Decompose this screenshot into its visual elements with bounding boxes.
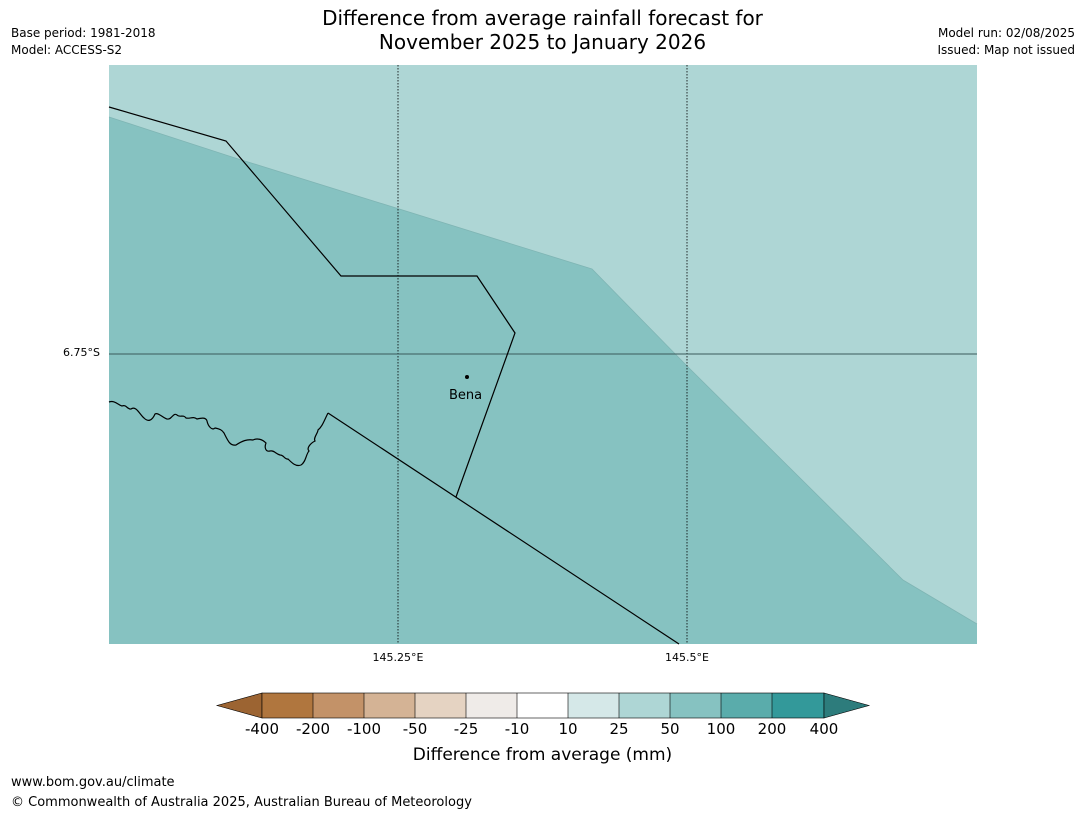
colorbar-tick: 400 bbox=[809, 720, 839, 738]
colorbar-dividers bbox=[312, 693, 773, 718]
colorbar-cell-10 bbox=[772, 693, 824, 718]
colorbar-cell-7 bbox=[619, 693, 670, 718]
colorbar-cell-3 bbox=[415, 693, 466, 718]
colorbar-tick: 25 bbox=[609, 720, 629, 738]
colorbar-cell-6 bbox=[568, 693, 619, 718]
issued-status: Issued: Map not issued bbox=[937, 43, 1075, 57]
colorbar-tick: -10 bbox=[504, 720, 530, 738]
colorbar-cell-9 bbox=[721, 693, 772, 718]
map-title: Difference from average rainfall forecas… bbox=[0, 6, 1085, 54]
colorbar-tick: -100 bbox=[346, 720, 382, 738]
colorbar-cell-2 bbox=[364, 693, 415, 718]
meta-left: Base period: 1981-2018 Model: ACCESS-S2 bbox=[11, 25, 156, 59]
lon-label-145-25: 145.25°E bbox=[372, 651, 424, 664]
colorbar-tick: -200 bbox=[295, 720, 331, 738]
colorbar-tick: -25 bbox=[453, 720, 479, 738]
colorbar-tick: 200 bbox=[757, 720, 787, 738]
lat-label: 6.75°S bbox=[63, 346, 100, 359]
meta-right: Model run: 02/08/2025 Issued: Map not is… bbox=[937, 25, 1075, 59]
region-boundary bbox=[108, 116, 978, 625]
region-medium bbox=[109, 117, 977, 644]
colorbar-tick: 50 bbox=[660, 720, 680, 738]
colorbar-cell-5 bbox=[517, 693, 568, 718]
base-period: Base period: 1981-2018 bbox=[11, 26, 156, 40]
colorbar-tick: -50 bbox=[402, 720, 428, 738]
place-label-bena: Bena bbox=[449, 388, 483, 403]
model-name: Model: ACCESS-S2 bbox=[11, 43, 123, 57]
colorbar-tick: -400 bbox=[244, 720, 280, 738]
lon-label-145-5: 145.5°E bbox=[665, 651, 709, 664]
colorbar-cell-0 bbox=[262, 693, 313, 718]
colorbar-cell-4 bbox=[466, 693, 517, 718]
province-border bbox=[108, 106, 516, 498]
colorbar-tick: 100 bbox=[706, 720, 736, 738]
title-line-1: Difference from average rainfall forecas… bbox=[322, 6, 763, 30]
colorbar-tick: 10 bbox=[558, 720, 578, 738]
footer-url[interactable]: www.bom.gov.au/climate bbox=[11, 775, 175, 790]
colorbar-arrow-low bbox=[215, 692, 263, 719]
title-line-2: November 2025 to January 2026 bbox=[378, 30, 707, 54]
footer-copyright: © Commonwealth of Australia 2025, Austra… bbox=[11, 795, 472, 810]
province-border-south bbox=[327, 412, 680, 645]
colorbar-label: Difference from average (mm) bbox=[412, 745, 673, 765]
place-dot-bena bbox=[465, 375, 469, 379]
colorbar-cell-8 bbox=[670, 693, 721, 718]
colorbar-arrow-high bbox=[823, 692, 871, 719]
colorbar-cell-1 bbox=[313, 693, 364, 718]
model-run: Model run: 02/08/2025 bbox=[937, 26, 1075, 40]
colorbar-cells bbox=[262, 693, 824, 718]
province-border-wiggly bbox=[108, 400, 329, 467]
